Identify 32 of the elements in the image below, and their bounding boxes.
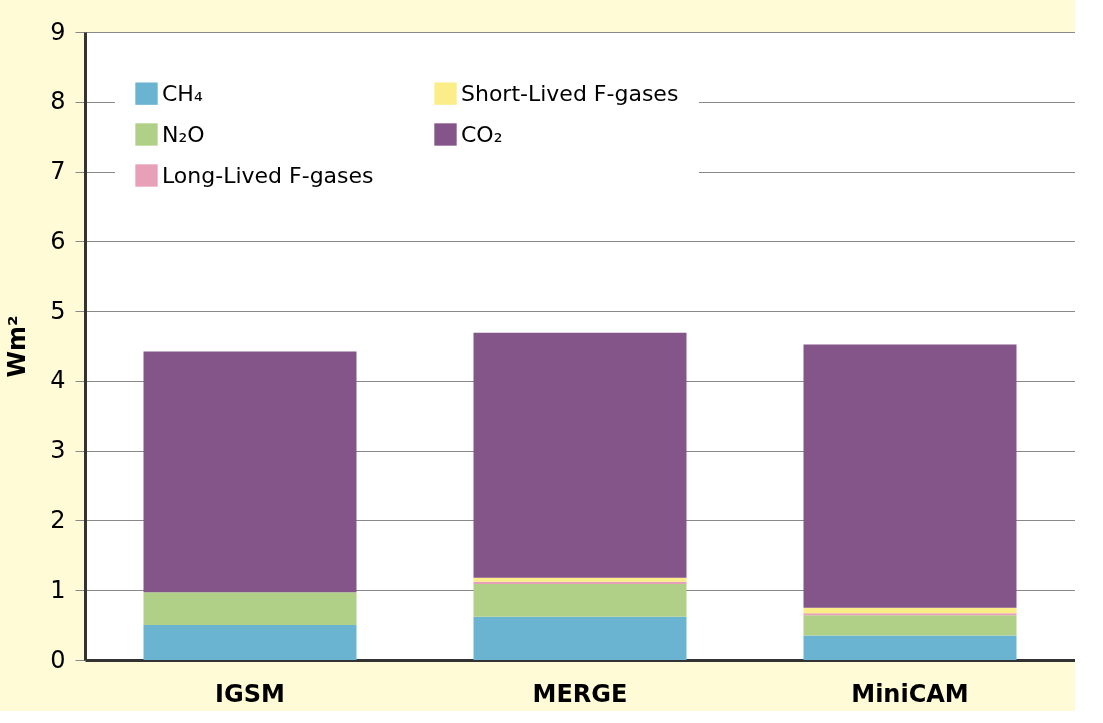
y-tick-label: 9 [50,17,66,46]
bar [803,613,1017,616]
legend-label: Long-Lived F-gases [162,162,374,188]
y-tick-label: 2 [50,505,66,534]
legend-label: N₂O [162,121,205,147]
bar [473,581,687,584]
y-tick-label: 7 [50,157,66,186]
y-axis-title: Wm² [3,315,32,378]
y-tick-label: 0 [50,645,66,674]
legend-label: Short-Lived F-gases [461,80,679,106]
x-tick-label: MERGE [532,679,628,708]
y-tick-label: 1 [50,575,66,604]
bar [473,577,687,582]
bar [803,344,1017,608]
bar [473,616,687,660]
y-tick-label: 4 [50,366,66,395]
x-tick-label: MiniCAM [851,679,969,708]
y-tick-label: 6 [50,226,66,255]
bar [143,625,357,660]
bar [143,592,357,626]
bar [473,332,687,578]
bar [803,635,1017,660]
x-tick-label: IGSM [215,679,285,708]
bar [143,351,357,593]
y-tick-label: 5 [50,296,66,325]
y-tick-label: 8 [50,87,66,116]
y-tick-label: 3 [50,436,66,465]
bar [473,583,687,617]
bar [803,615,1017,636]
legend-label: CH₄ [162,80,203,106]
legend-label: CO₂ [461,121,503,147]
bar [803,607,1017,614]
